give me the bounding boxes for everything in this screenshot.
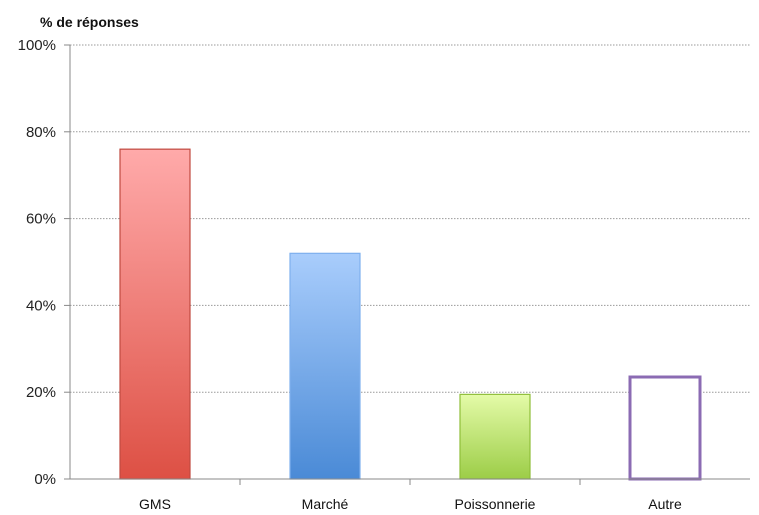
y-tick-label: 40% [26,297,56,314]
y-axis-title: % de réponses [40,14,139,30]
y-tick-label: 80% [26,124,56,141]
gridlines [64,44,750,480]
axes [69,45,750,485]
bars [119,148,702,481]
x-category-label: GMS [139,496,171,512]
bar-poissonnerie [459,393,531,480]
y-tick-label: 60% [26,211,56,228]
x-category-label: Autre [648,496,682,512]
x-category-label: Poissonnerie [455,496,536,512]
bar-march- [289,252,361,480]
bar-autre [628,375,702,481]
y-tick-label: 20% [26,384,56,401]
bar-gms [119,148,191,480]
x-category-labels: GMS Marché Poissonnerie Autre [139,496,682,512]
y-tick-labels: 0% 20% 40% 60% 80% 100% [18,37,56,488]
x-category-label: Marché [302,496,349,512]
y-tick-label: 0% [34,471,56,488]
y-tick-label: 100% [18,37,56,54]
